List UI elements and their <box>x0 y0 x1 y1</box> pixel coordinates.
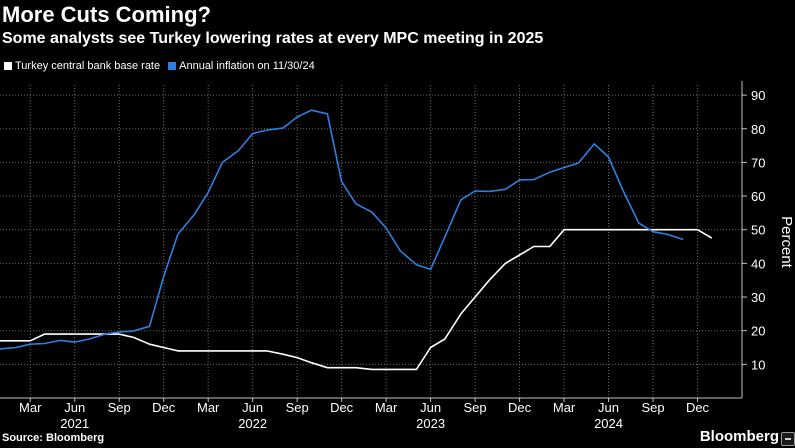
x-tick-label: Dec <box>330 400 354 415</box>
x-tick-label: Dec <box>508 400 532 415</box>
x-year-label: 2021 <box>60 416 89 431</box>
legend-label-base-rate: Turkey central bank base rate <box>15 60 161 72</box>
legend-item-base-rate: Turkey central bank base rate <box>4 60 160 72</box>
x-year-label: 2023 <box>416 416 445 431</box>
x-year-label: 2024 <box>594 416 623 431</box>
y-tick-label: 50 <box>751 223 765 238</box>
series-line-base-rate <box>0 228 713 371</box>
source-note: Source: Bloomberg <box>2 432 105 444</box>
legend-item-inflation: Annual inflation on 11/30/24 <box>168 60 315 72</box>
x-year-label: 2022 <box>238 416 267 431</box>
legend-swatch-inflation <box>168 62 177 70</box>
x-tick-label: Mar <box>19 400 42 415</box>
bloomberg-logo: Bloomberg <box>699 428 779 445</box>
y-tick-label: 60 <box>751 189 765 204</box>
chart-subtitle: Some analysts see Turkey lowering rates … <box>2 30 544 47</box>
x-tick-label: Dec <box>686 400 710 415</box>
x-tick-label: Jun <box>64 400 85 415</box>
x-tick-label: Mar <box>553 400 576 415</box>
x-tick-label: Mar <box>197 400 220 415</box>
x-tick-label: Sep <box>464 400 487 415</box>
y-tick-label: 80 <box>751 122 765 137</box>
series-line-inflation <box>0 109 684 350</box>
logo-box-icon <box>781 432 795 446</box>
x-tick-label: Dec <box>152 400 176 415</box>
x-tick-label: Sep <box>641 400 664 415</box>
x-tick-label: Sep <box>286 400 309 415</box>
legend-swatch-base-rate <box>4 62 12 70</box>
legend-label-inflation: Annual inflation on 11/30/24 <box>179 60 315 72</box>
y-tick-label: 30 <box>751 290 765 305</box>
y-tick-label: 90 <box>751 88 765 103</box>
legend: Turkey central bank base rate Annual inf… <box>4 60 323 72</box>
y-tick-label: 70 <box>751 155 765 170</box>
y-tick-label: 10 <box>751 357 765 372</box>
x-tick-label: Jun <box>242 400 263 415</box>
y-tick-label: 40 <box>751 256 765 271</box>
y-axis-title: Percent <box>778 216 795 269</box>
y-tick-label: 20 <box>751 324 765 339</box>
x-tick-label: Jun <box>420 400 441 415</box>
x-tick-label: Mar <box>375 400 398 415</box>
x-tick-label: Jun <box>598 400 619 415</box>
chart-title: More Cuts Coming? <box>2 2 211 27</box>
x-tick-label: Sep <box>108 400 131 415</box>
